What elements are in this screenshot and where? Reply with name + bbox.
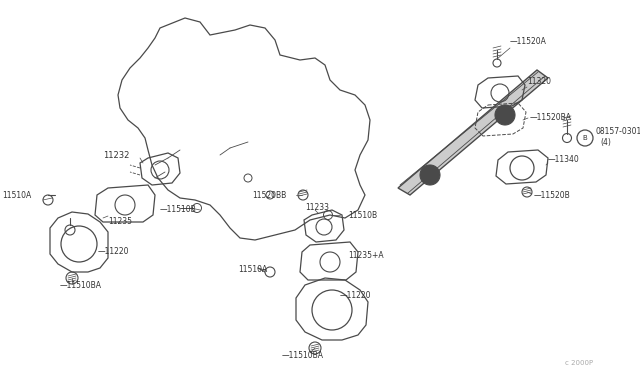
Text: 08157-0301F: 08157-0301F xyxy=(595,128,640,137)
Text: 11235+A: 11235+A xyxy=(348,250,383,260)
Text: 11235: 11235 xyxy=(108,218,132,227)
Polygon shape xyxy=(398,70,548,195)
Circle shape xyxy=(420,165,440,185)
Text: c 2000P: c 2000P xyxy=(565,360,593,366)
Text: —11220: —11220 xyxy=(98,247,129,257)
Text: —11340: —11340 xyxy=(548,155,580,164)
Text: —11220: —11220 xyxy=(340,291,371,299)
Text: —11510B: —11510B xyxy=(160,205,196,215)
Text: 11232: 11232 xyxy=(103,151,129,160)
Text: B: B xyxy=(582,135,588,141)
Text: 11510A: 11510A xyxy=(238,266,268,275)
Text: 11510B: 11510B xyxy=(348,211,377,219)
Text: 11320: 11320 xyxy=(527,77,551,87)
Text: 11520BB: 11520BB xyxy=(252,190,286,199)
Text: —11520BA: —11520BA xyxy=(530,113,572,122)
Text: 11233: 11233 xyxy=(305,202,329,212)
Text: —11520B: —11520B xyxy=(534,190,571,199)
Text: —11510BA: —11510BA xyxy=(60,280,102,289)
Text: —11510BA: —11510BA xyxy=(282,350,324,359)
Text: —11520A: —11520A xyxy=(510,38,547,46)
Text: (4): (4) xyxy=(600,138,611,148)
Text: 11510A: 11510A xyxy=(2,192,31,201)
Circle shape xyxy=(495,105,515,125)
